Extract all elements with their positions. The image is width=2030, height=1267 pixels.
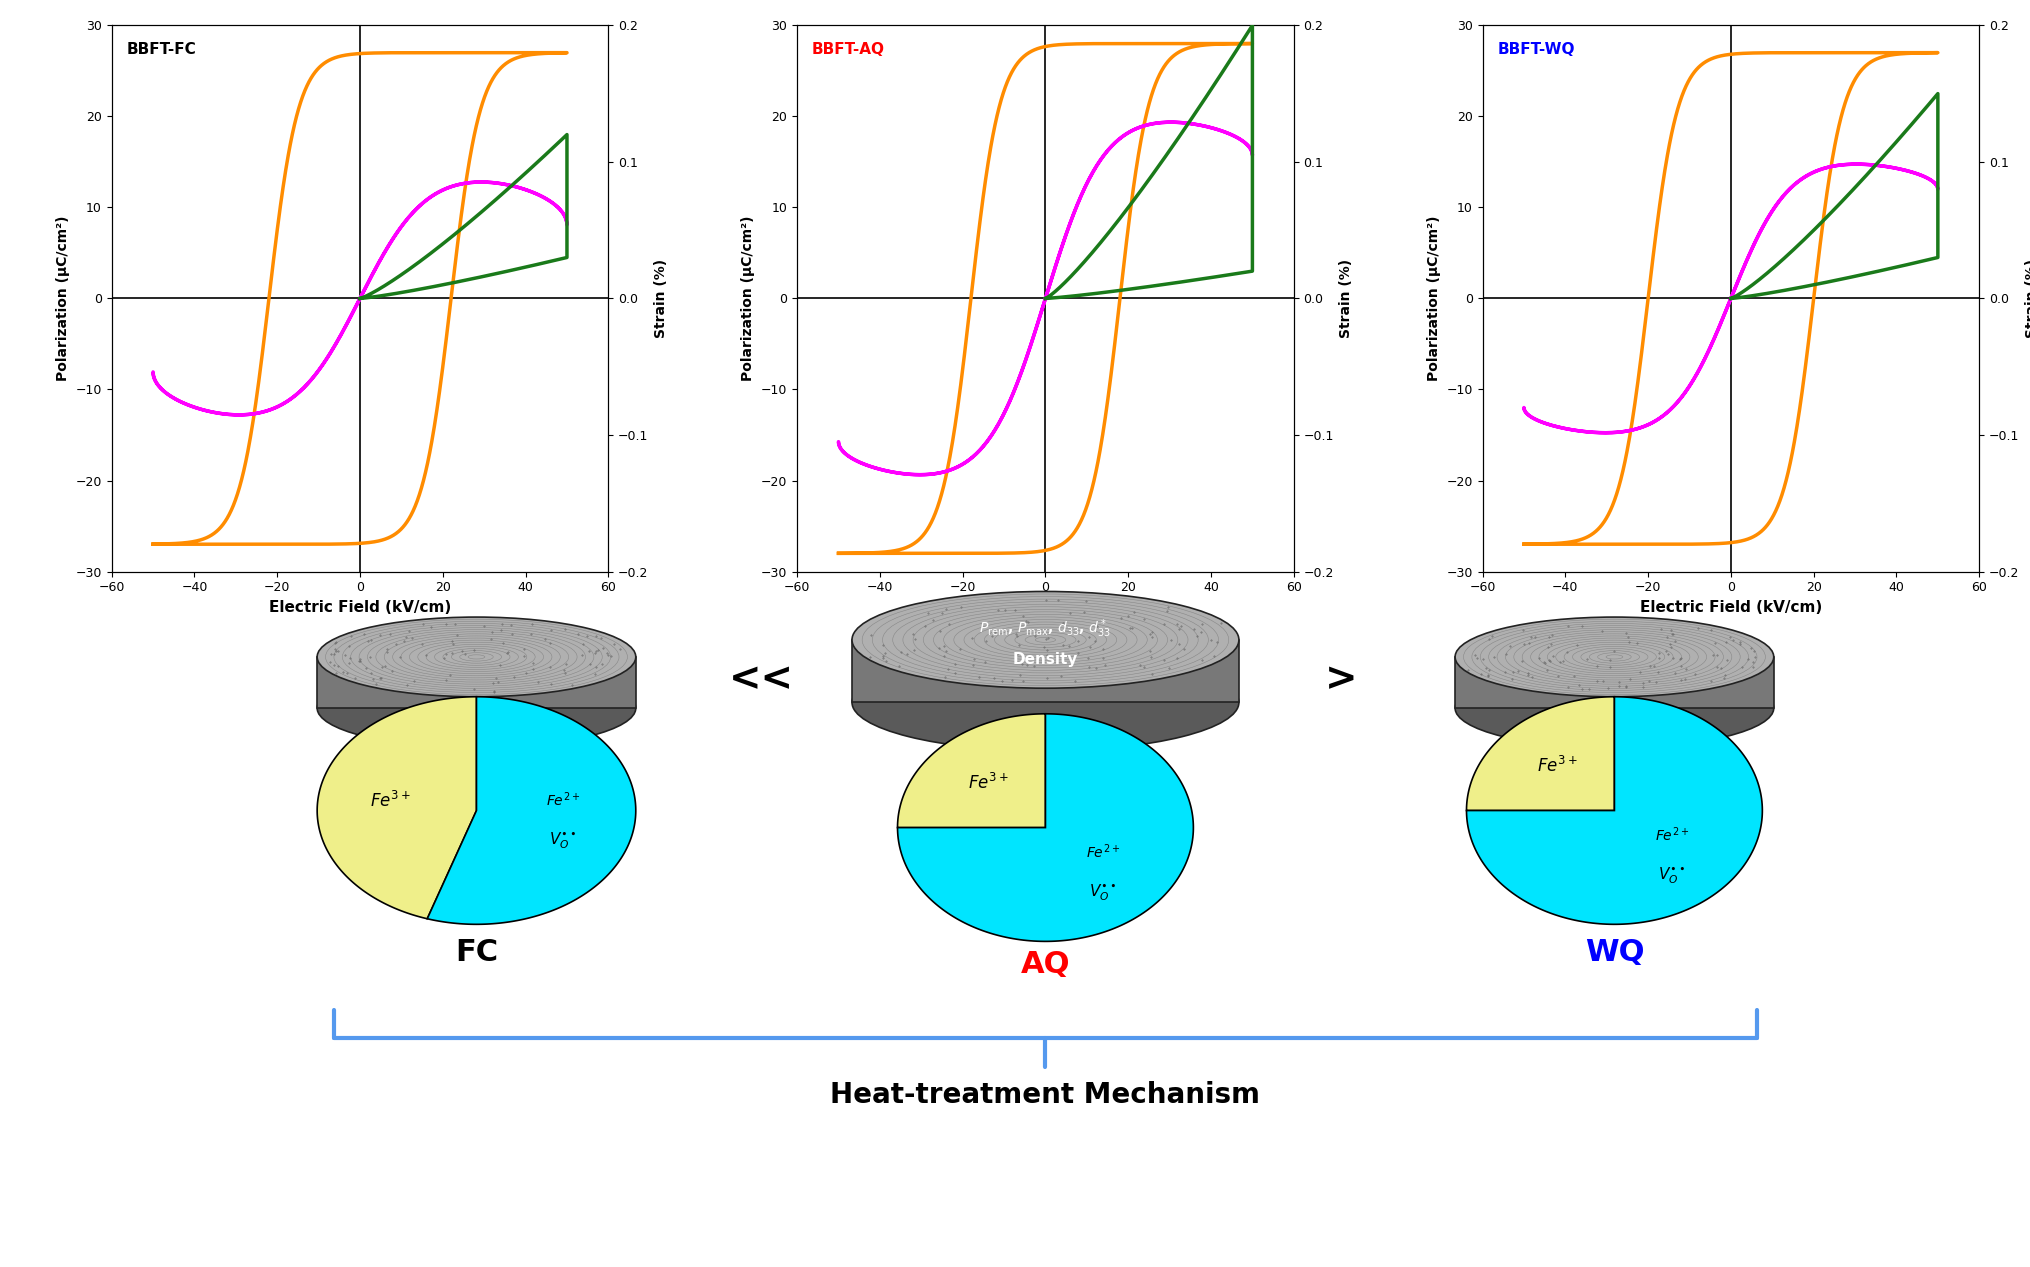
Text: $\mathit{Fe}^{3+}$: $\mathit{Fe}^{3+}$ <box>1537 756 1577 777</box>
Polygon shape <box>1466 697 1762 925</box>
Ellipse shape <box>317 668 635 748</box>
Y-axis label: Polarization (μC/cm²): Polarization (μC/cm²) <box>1427 215 1441 381</box>
Polygon shape <box>426 697 635 925</box>
Text: $\mathit{Fe}^{2+}$: $\mathit{Fe}^{2+}$ <box>1086 843 1121 860</box>
Ellipse shape <box>1456 668 1774 748</box>
Polygon shape <box>897 713 1045 827</box>
Ellipse shape <box>317 617 635 697</box>
Text: <<: << <box>729 660 794 698</box>
Text: BBFT-AQ: BBFT-AQ <box>812 42 885 57</box>
Polygon shape <box>1466 697 1614 811</box>
Text: FC: FC <box>455 939 497 967</box>
Text: $\mathit{Fe}^{2+}$: $\mathit{Fe}^{2+}$ <box>1654 825 1689 844</box>
Y-axis label: Strain (%): Strain (%) <box>654 258 668 338</box>
Text: Heat-treatment Mechanism: Heat-treatment Mechanism <box>830 1081 1261 1109</box>
Y-axis label: Polarization (μC/cm²): Polarization (μC/cm²) <box>741 215 755 381</box>
Text: WQ: WQ <box>1585 939 1644 967</box>
Text: $V_O^{\bullet\bullet}$: $V_O^{\bullet\bullet}$ <box>550 831 577 851</box>
Text: $\it{P}_\mathrm{rem}$, $\it{P}_\mathrm{max}$, $\it{d}_{33}$, $\it{d}_{33}^*$: $\it{P}_\mathrm{rem}$, $\it{P}_\mathrm{m… <box>978 617 1112 640</box>
Text: Density: Density <box>1013 653 1078 668</box>
Polygon shape <box>317 697 477 919</box>
Text: BBFT-WQ: BBFT-WQ <box>1498 42 1575 57</box>
Y-axis label: Strain (%): Strain (%) <box>1340 258 1354 338</box>
Y-axis label: Polarization (μC/cm²): Polarization (μC/cm²) <box>57 215 69 381</box>
Text: $\mathit{Fe}^{3+}$: $\mathit{Fe}^{3+}$ <box>369 791 410 811</box>
Text: $V_O^{\bullet\bullet}$: $V_O^{\bullet\bullet}$ <box>1659 865 1685 886</box>
X-axis label: Electric Field (kV/cm): Electric Field (kV/cm) <box>954 599 1137 614</box>
Polygon shape <box>317 656 635 708</box>
Ellipse shape <box>853 654 1238 751</box>
Polygon shape <box>897 713 1194 941</box>
X-axis label: Electric Field (kV/cm): Electric Field (kV/cm) <box>268 599 451 614</box>
Text: $\mathit{Fe}^{3+}$: $\mathit{Fe}^{3+}$ <box>968 773 1009 793</box>
Text: BBFT-FC: BBFT-FC <box>126 42 197 57</box>
Text: >: > <box>1326 660 1358 698</box>
Ellipse shape <box>1456 617 1774 697</box>
X-axis label: Electric Field (kV/cm): Electric Field (kV/cm) <box>1640 599 1823 614</box>
Y-axis label: Strain (%): Strain (%) <box>2024 258 2030 338</box>
Ellipse shape <box>853 592 1238 688</box>
Polygon shape <box>853 640 1238 702</box>
Text: $V_O^{\bullet\bullet}$: $V_O^{\bullet\bullet}$ <box>1090 882 1117 902</box>
Text: AQ: AQ <box>1021 950 1070 978</box>
Text: $\mathit{Fe}^{2+}$: $\mathit{Fe}^{2+}$ <box>546 791 581 810</box>
Polygon shape <box>1456 656 1774 708</box>
